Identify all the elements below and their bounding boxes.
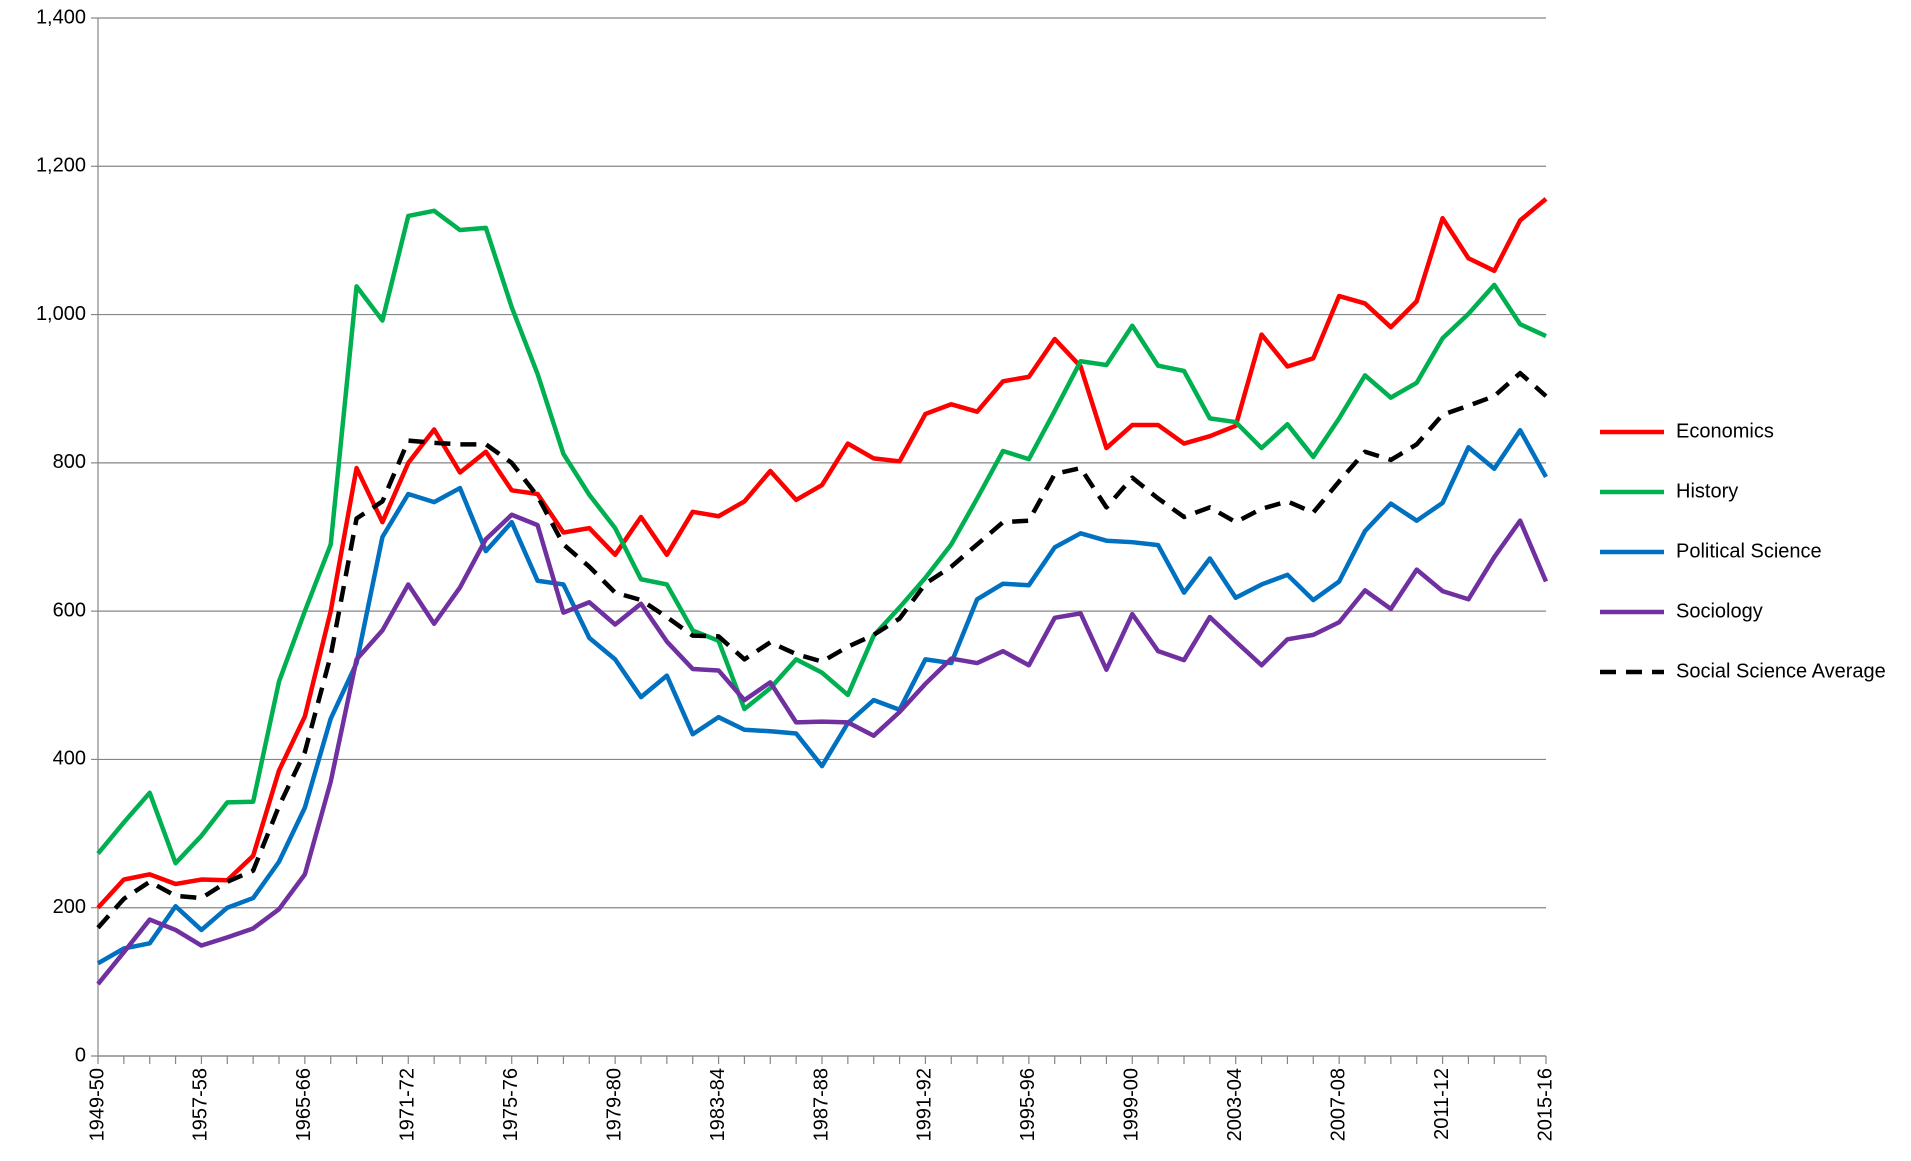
x-tick-label: 1999-00 (1121, 1068, 1143, 1141)
x-tick-label: 1983-84 (707, 1068, 729, 1141)
legend-label: History (1676, 480, 1738, 502)
x-tick-label: 1995-96 (1017, 1068, 1039, 1141)
x-tick-label: 2007-08 (1327, 1068, 1349, 1141)
x-tick-label: 2011-12 (1431, 1068, 1453, 1140)
x-tick-label: 1971-72 (397, 1068, 419, 1141)
y-tick-label: 200 (53, 896, 86, 918)
y-tick-label: 1,000 (36, 303, 86, 325)
legend-label: Sociology (1676, 600, 1763, 622)
x-tick-label: 1949-50 (86, 1068, 108, 1141)
y-tick-label: 800 (53, 451, 86, 473)
y-tick-label: 1,200 (36, 155, 86, 177)
legend-label: Social Science Average (1676, 660, 1886, 682)
series-line (96, 208, 1547, 866)
legend-label: Political Science (1676, 540, 1822, 562)
y-tick-label: 0 (75, 1044, 86, 1066)
legend-label: Economics (1676, 420, 1774, 442)
x-tick-label: 2003-04 (1224, 1068, 1246, 1141)
x-tick-label: 2015-16 (1534, 1068, 1556, 1141)
series-line (96, 197, 1548, 910)
x-tick-label: 1979-80 (603, 1068, 625, 1141)
x-tick-label: 1975-76 (500, 1068, 522, 1141)
x-tick-label: 1987-88 (810, 1068, 832, 1141)
x-tick-label: 1965-66 (293, 1068, 315, 1141)
y-tick-label: 1,400 (36, 6, 86, 28)
x-tick-label: 1991-92 (914, 1068, 936, 1141)
y-tick-label: 600 (53, 599, 86, 621)
series-line (96, 427, 1548, 966)
y-tick-label: 400 (53, 748, 86, 770)
x-tick-label: 1957-58 (190, 1068, 212, 1141)
series-line (96, 512, 1549, 986)
